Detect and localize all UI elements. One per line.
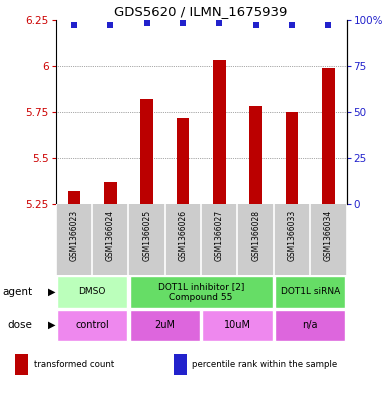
Text: GSM1366034: GSM1366034	[324, 210, 333, 261]
Text: ▶: ▶	[48, 287, 56, 297]
Text: transformed count: transformed count	[33, 360, 114, 369]
Bar	[130, 276, 273, 307]
Text: GSM1366026: GSM1366026	[179, 210, 187, 261]
Text: DOT1L siRNA: DOT1L siRNA	[281, 287, 340, 296]
Text: 10uM: 10uM	[224, 320, 251, 330]
Bar	[322, 68, 335, 204]
Text: GSM1366024: GSM1366024	[106, 210, 115, 261]
Bar	[68, 191, 80, 204]
Bar	[57, 310, 127, 341]
Text: control: control	[75, 320, 109, 330]
Text: GSM1366025: GSM1366025	[142, 210, 151, 261]
Text: n/a: n/a	[302, 320, 318, 330]
Bar	[249, 107, 262, 204]
Bar	[174, 354, 187, 375]
Bar	[202, 310, 273, 341]
Bar	[140, 99, 153, 204]
Text: GSM1366023: GSM1366023	[69, 210, 79, 261]
Text: agent: agent	[3, 287, 33, 297]
Text: GSM1366033: GSM1366033	[288, 210, 296, 261]
Bar	[275, 276, 345, 307]
Text: GSM1366027: GSM1366027	[215, 210, 224, 261]
Bar	[177, 118, 189, 204]
Text: ▶: ▶	[48, 320, 56, 330]
Bar	[15, 354, 28, 375]
Text: GSM1366028: GSM1366028	[251, 210, 260, 261]
Text: dose: dose	[8, 320, 33, 330]
Title: GDS5620 / ILMN_1675939: GDS5620 / ILMN_1675939	[114, 6, 288, 18]
Bar	[104, 182, 117, 204]
Bar	[275, 310, 345, 341]
Bar	[286, 112, 298, 204]
Text: DOT1L inhibitor [2]
Compound 55: DOT1L inhibitor [2] Compound 55	[158, 282, 244, 301]
Text: percentile rank within the sample: percentile rank within the sample	[192, 360, 338, 369]
Text: DMSO: DMSO	[79, 287, 106, 296]
Bar	[213, 60, 226, 204]
Text: 2uM: 2uM	[154, 320, 175, 330]
Bar	[57, 276, 127, 307]
Bar	[130, 310, 200, 341]
